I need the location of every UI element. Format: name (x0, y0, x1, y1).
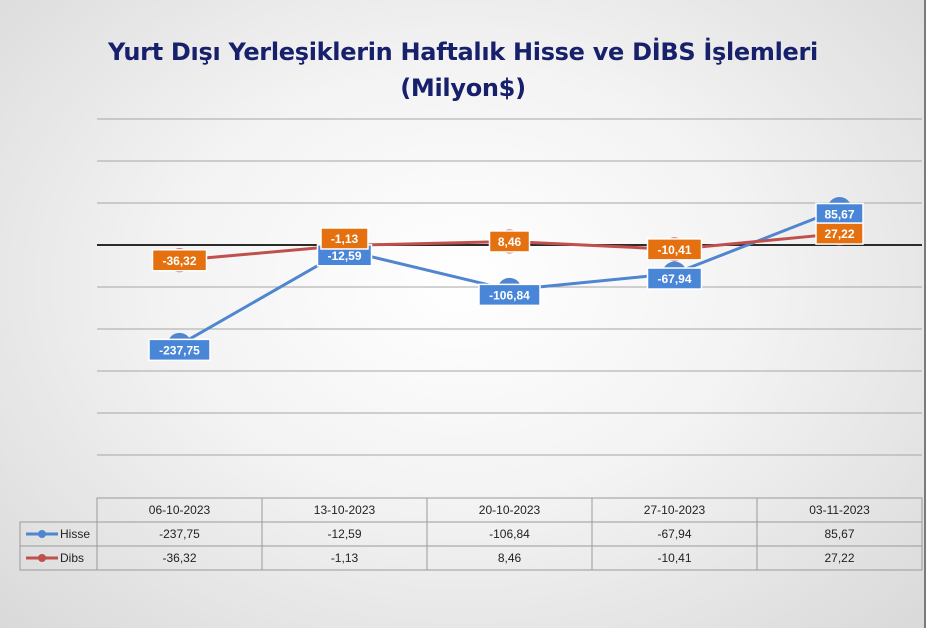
table-cell: 85,67 (824, 527, 854, 541)
data-label-dibs-box (488, 230, 531, 253)
data-label-hisse: -12,59 (327, 249, 361, 263)
data-label-dibs-box (320, 227, 369, 250)
table-cell: -106,84 (489, 527, 530, 541)
data-label-hisse: -237,75 (159, 343, 200, 357)
data-label-hisse-box (646, 267, 703, 290)
chart-title: Yurt Dışı Yerleşiklerin Haftalık Hisse v… (0, 34, 926, 106)
data-label-dibs: 8,46 (498, 235, 522, 249)
chart-title-line-2: (Milyon$) (400, 74, 526, 102)
legend-label-hisse: Hisse (60, 527, 90, 541)
legend-marker-hisse (38, 530, 46, 538)
data-label-hisse-box (148, 338, 211, 362)
table-cell: -10,41 (657, 551, 691, 565)
table-header-cell: 06-10-2023 (149, 503, 211, 517)
table-row (19, 521, 923, 547)
data-label-dibs-box (815, 222, 864, 245)
table-cell: 8,46 (498, 551, 522, 565)
table-header-cell: 03-11-2023 (809, 503, 870, 517)
legend-label-dibs: Dibs (60, 551, 84, 565)
data-label-dibs-box (646, 238, 703, 261)
data-label-hisse: 85,67 (824, 208, 854, 222)
table-row (19, 545, 923, 571)
data-label-dibs: -10,41 (657, 243, 691, 257)
legend-marker-dibs (38, 554, 46, 562)
data-label-dibs-box (151, 249, 208, 272)
table-cell: 27,22 (824, 551, 854, 565)
data-label-dibs: -36,32 (162, 254, 196, 268)
table-cell: -1,13 (331, 551, 359, 565)
table-cell: -36,32 (162, 551, 196, 565)
table-header-cell: 13-10-2023 (314, 503, 376, 517)
table-header-cell: 20-10-2023 (479, 503, 541, 517)
chart-title-line-1: Yurt Dışı Yerleşiklerin Haftalık Hisse v… (108, 38, 818, 66)
table-cell: -12,59 (327, 527, 361, 541)
table-cell: -67,94 (657, 527, 691, 541)
data-label-hisse-box (478, 283, 541, 307)
data-label-dibs: -1,13 (331, 232, 359, 246)
data-label-hisse: -106,84 (489, 288, 530, 302)
series-line-hisse (178, 207, 841, 347)
table-header-cell: 27-10-2023 (644, 503, 706, 517)
table-cell: -237,75 (159, 527, 200, 541)
data-label-dibs: 27,22 (824, 227, 854, 241)
data-label-hisse: -67,94 (657, 272, 691, 286)
